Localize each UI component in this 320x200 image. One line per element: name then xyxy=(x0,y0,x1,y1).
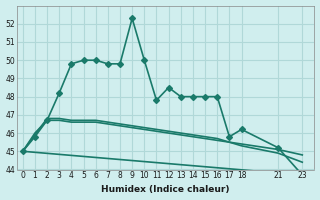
X-axis label: Humidex (Indice chaleur): Humidex (Indice chaleur) xyxy=(101,185,230,194)
